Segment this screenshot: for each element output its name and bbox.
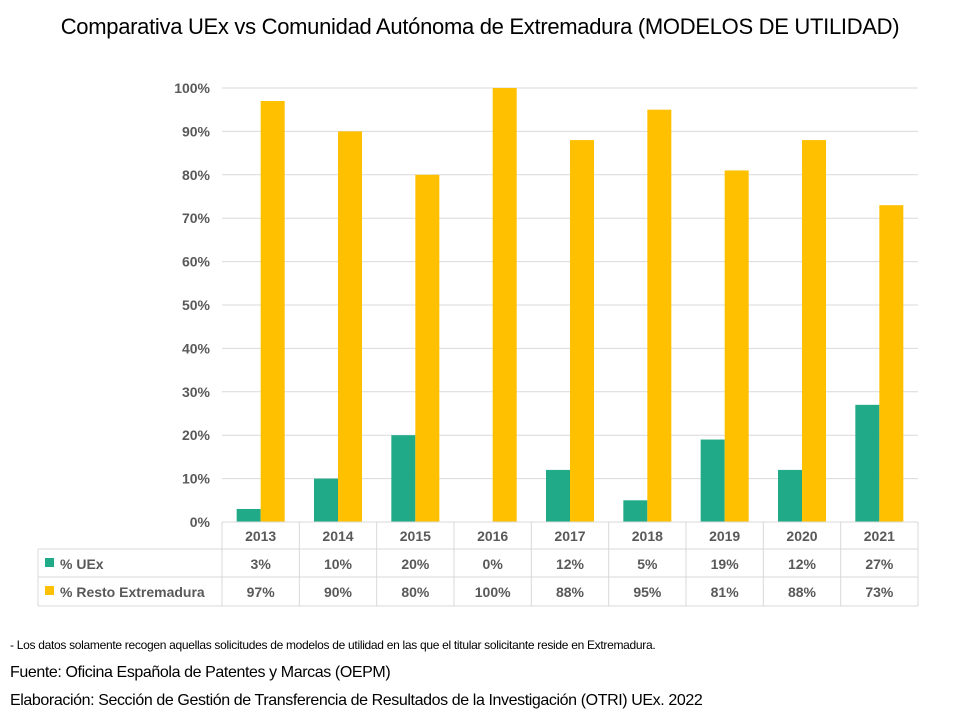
y-tick-label: 30%: [182, 384, 211, 400]
data-label: 0%: [483, 556, 504, 572]
data-label: 97%: [247, 584, 276, 600]
data-label: 10%: [324, 556, 353, 572]
bar-uex: [778, 469, 802, 522]
data-label: 80%: [401, 584, 430, 600]
bar-uex: [623, 500, 648, 522]
data-label: 27%: [865, 556, 894, 572]
data-label: 20%: [401, 556, 430, 572]
data-label: 3%: [251, 556, 272, 572]
bar-resto: [492, 88, 517, 522]
bar-resto: [260, 101, 285, 523]
category-label: 2016: [477, 528, 508, 544]
data-label: 12%: [556, 556, 585, 572]
credit-note: Elaboración: Sección de Gestión de Trans…: [10, 692, 703, 709]
data-label: 81%: [711, 584, 740, 600]
source-note: Fuente: Oficina Española de Patentes y M…: [10, 664, 391, 681]
y-tick-label: 0%: [190, 514, 211, 530]
y-tick-label: 100%: [174, 80, 210, 96]
y-tick-label: 40%: [182, 340, 211, 356]
category-label: 2017: [554, 528, 585, 544]
category-label: 2015: [400, 528, 431, 544]
bar-uex: [855, 404, 880, 522]
bar-uex: [700, 439, 725, 522]
data-label: 95%: [633, 584, 662, 600]
chart-title: Comparativa UEx vs Comunidad Autónoma de…: [60, 14, 900, 39]
data-label: 90%: [324, 584, 353, 600]
category-label: 2014: [322, 528, 353, 544]
category-label: 2019: [709, 528, 740, 544]
bar-resto: [802, 140, 826, 522]
data-label: 19%: [711, 556, 740, 572]
legend-label: % Resto Extremadura: [60, 584, 205, 600]
y-tick-label: 50%: [182, 297, 211, 313]
y-tick-label: 20%: [182, 427, 211, 443]
legend-swatch: [45, 586, 54, 595]
category-label: 2020: [786, 528, 817, 544]
legend-label: % UEx: [60, 556, 104, 572]
data-label: 73%: [865, 584, 894, 600]
y-tick-label: 60%: [182, 254, 211, 270]
legend-swatch: [45, 558, 54, 567]
category-label: 2013: [245, 528, 276, 544]
bar-resto: [415, 174, 440, 523]
data-label: 5%: [637, 556, 658, 572]
bar-uex: [236, 508, 261, 522]
category-label: 2018: [632, 528, 663, 544]
bar-resto: [724, 170, 749, 522]
data-label: 88%: [788, 584, 817, 600]
category-label: 2021: [864, 528, 895, 544]
bar-uex: [546, 469, 570, 522]
bar-uex: [314, 478, 338, 522]
data-label: 88%: [556, 584, 585, 600]
disclaimer-note: - Los datos solamente recogen aquellas s…: [10, 638, 656, 652]
bar-resto: [647, 109, 672, 522]
y-tick-label: 70%: [182, 210, 211, 226]
y-tick-label: 10%: [182, 471, 211, 487]
bar-resto: [570, 140, 594, 522]
data-label: 12%: [788, 556, 817, 572]
bar-resto: [338, 131, 362, 522]
y-tick-label: 90%: [182, 123, 211, 139]
bar-uex: [391, 435, 416, 522]
bar-resto: [879, 205, 904, 522]
data-label: 100%: [475, 584, 511, 600]
y-tick-label: 80%: [182, 167, 211, 183]
